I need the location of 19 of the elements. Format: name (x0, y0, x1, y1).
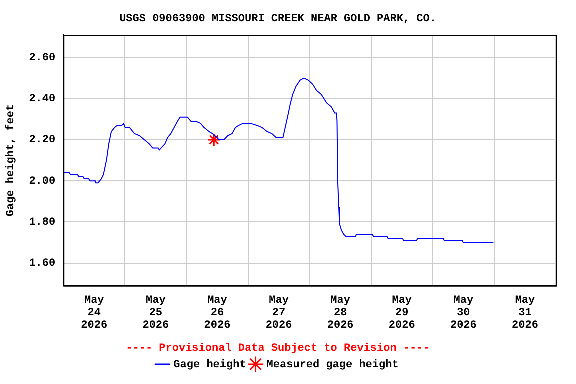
text: ---- Provisional Data Subject to Revision ---- (126, 343, 430, 356)
y-tick-label: 1.80 (29, 216, 56, 229)
y-tick-label: 1.60 (29, 258, 56, 270)
y-axis-title: Gage height, feet (4, 104, 18, 217)
x-tick-label: May 31 2026 (512, 294, 538, 332)
x-tick-label: May 24 2026 (81, 294, 108, 332)
x-tick-label: May 29 2026 (388, 294, 416, 332)
chart-title: USGS 09063900 MISSOURI CREEK NEAR GOLD PARK, CO. (120, 13, 436, 26)
x-tick-label: May 28 2026 (327, 294, 354, 332)
legend-label: Gage height (174, 359, 246, 372)
legend-label: Measured gage height (266, 359, 399, 372)
x-tick-label: May 26 2026 (204, 294, 231, 332)
x-tick-label: May 27 2026 (266, 294, 292, 332)
y-tick-label: 2.60 (29, 52, 56, 65)
y-tick-label: 2.20 (29, 134, 56, 147)
x-tick-label: May 30 2026 (450, 294, 477, 332)
x-tick-label: May 25 2026 (142, 294, 170, 332)
y-tick-label: 2.40 (29, 94, 56, 106)
y-tick-label: 2.00 (29, 176, 56, 188)
